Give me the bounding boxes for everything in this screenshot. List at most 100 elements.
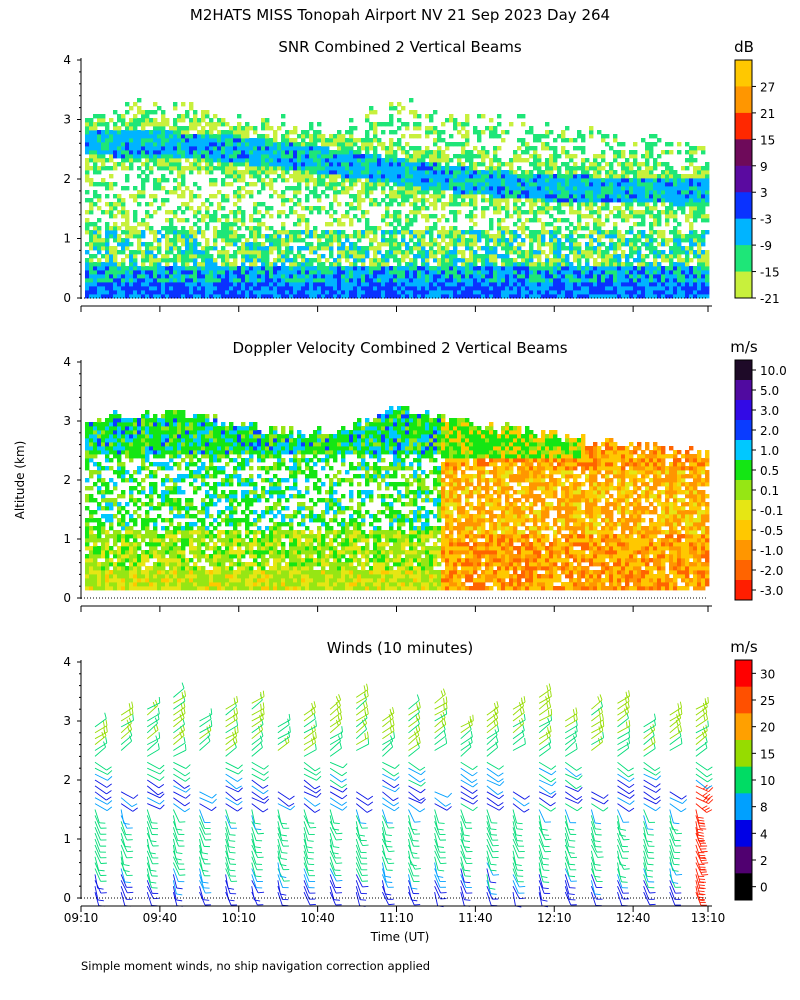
snr-cell: [121, 130, 126, 135]
snr-cell: [617, 286, 622, 291]
snr-cell: [589, 270, 594, 275]
snr-cell: [389, 230, 394, 235]
snr-cell: [145, 250, 150, 255]
snr-cell: [521, 278, 526, 283]
snr-cell: [605, 270, 610, 275]
snr-cell: [553, 190, 558, 195]
snr-cell: [433, 162, 438, 167]
snr-cell: [133, 254, 138, 259]
snr-cell: [321, 146, 326, 151]
snr-cell: [645, 242, 650, 247]
snr-cell: [641, 290, 646, 295]
snr-cell: [145, 282, 150, 287]
snr-cell: [169, 166, 174, 171]
snr-cell: [533, 202, 538, 207]
snr-cell: [613, 158, 618, 163]
snr-cell: [181, 282, 186, 287]
snr-cell: [89, 150, 94, 155]
snr-cell: [337, 266, 342, 271]
snr-cell: [621, 242, 626, 247]
snr-cell: [161, 130, 166, 135]
snr-cell: [445, 254, 450, 259]
snr-cell: [469, 202, 474, 207]
snr-cell: [217, 286, 222, 291]
snr-cell: [625, 178, 630, 183]
snr-cell: [261, 274, 266, 279]
snr-cell: [189, 166, 194, 171]
snr-cell: [521, 266, 526, 271]
snr-cell: [637, 166, 642, 171]
snr-cell: [93, 182, 98, 187]
snr-cell: [685, 258, 690, 263]
snr-cell: [665, 210, 670, 215]
snr-cell: [217, 138, 222, 143]
snr-cell: [485, 278, 490, 283]
snr-cell: [225, 290, 230, 295]
snr-cell: [637, 222, 642, 227]
snr-cell: [525, 198, 530, 203]
snr-cell: [173, 138, 178, 143]
snr-cell: [109, 186, 114, 191]
snr-cell: [393, 266, 398, 271]
snr-cell: [405, 194, 410, 199]
snr-cell: [629, 182, 634, 187]
snr-cell: [293, 290, 298, 295]
snr-cell: [281, 198, 286, 203]
snr-cell: [553, 174, 558, 179]
snr-cell: [97, 262, 102, 267]
snr-cell: [341, 178, 346, 183]
snr-cell: [149, 254, 154, 259]
snr-cell: [265, 206, 270, 211]
snr-cell: [421, 246, 426, 251]
snr-cell: [165, 290, 170, 295]
snr-cell: [333, 266, 338, 271]
snr-cell: [97, 290, 102, 295]
snr-cell: [525, 270, 530, 275]
snr-cell: [505, 242, 510, 247]
snr-cell: [309, 138, 314, 143]
snr-cell: [629, 262, 634, 267]
snr-cell: [321, 286, 326, 291]
snr-cell: [409, 178, 414, 183]
snr-cell: [357, 238, 362, 243]
snr-cell: [409, 278, 414, 283]
snr-cell: [625, 202, 630, 207]
snr-cell: [425, 150, 430, 155]
snr-cell: [125, 214, 130, 219]
snr-cell: [441, 154, 446, 159]
snr-cell: [133, 226, 138, 231]
snr-cell: [165, 246, 170, 251]
snr-cell: [473, 258, 478, 263]
snr-cell: [565, 194, 570, 199]
snr-cell: [129, 234, 134, 239]
snr-cell: [345, 258, 350, 263]
snr-cell: [521, 202, 526, 207]
snr-cell: [537, 234, 542, 239]
snr-cell: [85, 178, 90, 183]
snr-cell: [657, 174, 662, 179]
snr-cell: [153, 122, 158, 127]
snr-cell: [349, 134, 354, 139]
snr-cell: [565, 150, 570, 155]
snr-cell: [657, 266, 662, 271]
snr-cell: [293, 286, 298, 291]
snr-cell: [605, 134, 610, 139]
snr-cell: [253, 150, 258, 155]
snr-cell: [433, 222, 438, 227]
snr-cell: [561, 290, 566, 295]
snr-cell: [353, 290, 358, 295]
snr-cell: [229, 230, 234, 235]
snr-cell: [529, 178, 534, 183]
snr-cell: [449, 202, 454, 207]
snr-cell: [85, 266, 90, 271]
snr-cell: [469, 294, 474, 299]
snr-cell: [389, 278, 394, 283]
snr-cell: [281, 146, 286, 151]
snr-cell: [421, 158, 426, 163]
snr-cell: [385, 270, 390, 275]
snr-cell: [349, 250, 354, 255]
snr-cell: [221, 222, 226, 227]
snr-cell: [629, 286, 634, 291]
snr-cell: [585, 262, 590, 267]
snr-cell: [605, 178, 610, 183]
